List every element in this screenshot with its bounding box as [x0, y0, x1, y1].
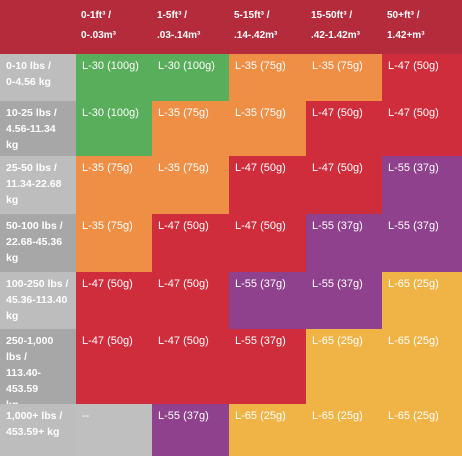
row-header: 0-10 lbs / 0-4.56 kg: [0, 54, 76, 101]
table-cell: L-47 (50g): [306, 101, 382, 156]
table-cell: L-65 (25g): [229, 404, 306, 456]
table-cell: L-55 (37g): [382, 214, 462, 272]
header-corner: [0, 0, 76, 54]
table-cell: L-47 (50g): [382, 54, 462, 101]
table-cell: L-35 (75g): [229, 54, 306, 101]
column-header: 1-5ft³ / .03-.14m³: [152, 0, 229, 54]
table-cell: L-47 (50g): [152, 329, 229, 404]
table-cell: L-47 (50g): [229, 214, 306, 272]
table-cell: L-55 (37g): [229, 272, 306, 329]
table-cell: L-55 (37g): [306, 214, 382, 272]
table-cell: L-55 (37g): [229, 329, 306, 404]
row-header: 1,000+ lbs / 453.59+ kg: [0, 404, 76, 456]
table-cell: L-35 (75g): [229, 101, 306, 156]
table-cell: L-55 (37g): [152, 404, 229, 456]
row-header: 10-25 lbs / 4.56-11.34 kg: [0, 101, 76, 156]
table-cell: L-30 (100g): [152, 54, 229, 101]
table-cell: L-35 (75g): [76, 156, 152, 214]
table-cell: L-47 (50g): [76, 329, 152, 404]
table-cell: L-65 (25g): [382, 404, 462, 456]
column-header: 5-15ft³ / .14-.42m³: [229, 0, 306, 54]
table-cell: L-35 (75g): [152, 101, 229, 156]
table-cell: L-47 (50g): [152, 272, 229, 329]
row-header: 25-50 lbs / 11.34-22.68 kg: [0, 156, 76, 214]
table-cell: L-55 (37g): [306, 272, 382, 329]
table-cell: L-35 (75g): [76, 214, 152, 272]
column-header: 50+ft³ / 1.42+m³: [382, 0, 462, 54]
table-spacer: [76, 456, 152, 460]
column-header: 15-50ft³ / .42-1.42m³: [306, 0, 382, 54]
table-cell: L-47 (50g): [152, 214, 229, 272]
table-cell: --: [76, 404, 152, 456]
row-header: 100-250 lbs / 45.36-113.40 kg: [0, 272, 76, 329]
table-spacer: [306, 456, 382, 460]
table-cell: L-47 (50g): [76, 272, 152, 329]
table-cell: L-47 (50g): [306, 156, 382, 214]
table-cell: L-65 (25g): [382, 272, 462, 329]
table-spacer: [0, 456, 76, 460]
table-cell: L-30 (100g): [76, 101, 152, 156]
table-cell: L-47 (50g): [229, 156, 306, 214]
table-cell: L-47 (50g): [382, 101, 462, 156]
table-cell: L-65 (25g): [306, 329, 382, 404]
table-cell: L-30 (100g): [76, 54, 152, 101]
table-cell: L-65 (25g): [306, 404, 382, 456]
table-cell: L-65 (25g): [382, 329, 462, 404]
table-spacer: [229, 456, 306, 460]
table-spacer: [382, 456, 462, 460]
column-header: 0-1ft³ / 0-.03m³: [76, 0, 152, 54]
table-spacer: [152, 456, 229, 460]
table-cell: L-55 (37g): [382, 156, 462, 214]
table-cell: L-35 (75g): [306, 54, 382, 101]
row-header: 50-100 lbs / 22.68-45.36 kg: [0, 214, 76, 272]
table-cell: L-35 (75g): [152, 156, 229, 214]
row-header: 250-1,000 lbs / 113.40-453.59 kg: [0, 329, 76, 404]
